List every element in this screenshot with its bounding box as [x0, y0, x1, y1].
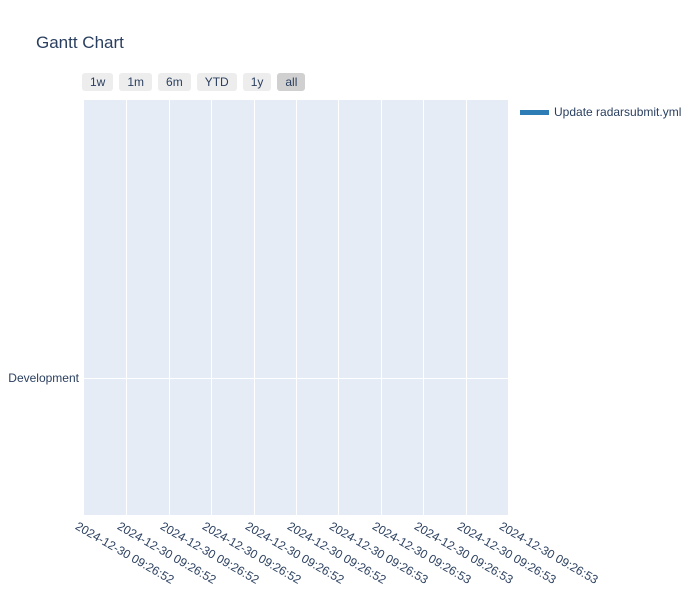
- vertical-gridline: [380, 100, 382, 515]
- legend-label: Update radarsubmit.yml: [554, 105, 682, 119]
- vertical-gridline: [296, 100, 297, 515]
- range-selector: 1w 1m 6m YTD 1y all: [82, 73, 306, 91]
- vertical-gridline: [168, 100, 170, 515]
- legend: Update radarsubmit.yml: [520, 105, 681, 119]
- vertical-gridline: [253, 100, 255, 515]
- vertical-gridline: [126, 100, 128, 515]
- vertical-gridline: [211, 100, 213, 515]
- vertical-gridline: [465, 100, 467, 515]
- range-button-all[interactable]: all: [277, 73, 306, 91]
- y-axis-tick-label-development: Development: [8, 371, 79, 385]
- legend-item[interactable]: Update radarsubmit.yml: [520, 105, 681, 119]
- vertical-gridline: [338, 100, 340, 515]
- range-button-1y[interactable]: 1y: [242, 73, 272, 91]
- vertical-gridline: [423, 100, 425, 515]
- range-button-6m[interactable]: 6m: [158, 73, 191, 91]
- range-button-1m[interactable]: 1m: [119, 73, 153, 91]
- plot-area[interactable]: [84, 100, 508, 515]
- range-button-ytd[interactable]: YTD: [196, 73, 237, 91]
- range-button-1w[interactable]: 1w: [82, 73, 114, 91]
- chart-title: Gantt Chart: [36, 33, 124, 52]
- legend-line-swatch: [520, 109, 549, 115]
